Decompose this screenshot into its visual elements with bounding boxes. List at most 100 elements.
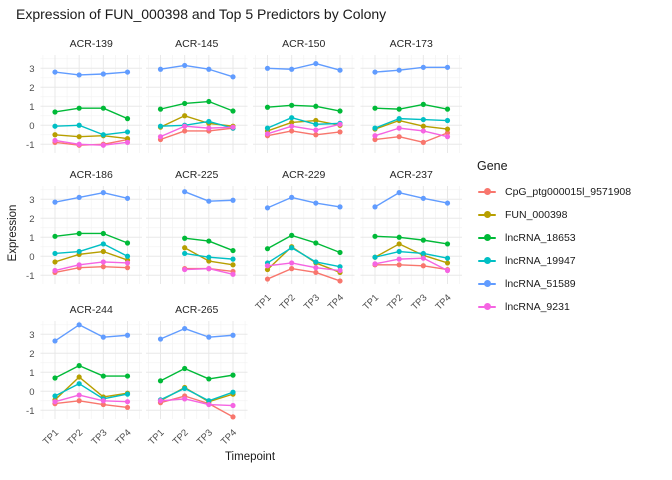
data-point xyxy=(289,266,295,272)
series-lncRNA_9231 xyxy=(182,266,236,277)
series-line xyxy=(54,364,129,379)
series-lncRNA_19947 xyxy=(264,245,343,270)
facet-strip-label: ACR-237 xyxy=(390,169,433,181)
y-tick-label: 3 xyxy=(29,64,34,75)
data-point xyxy=(182,189,188,195)
data-point xyxy=(100,230,106,237)
data-point xyxy=(289,245,295,251)
series-lncRNA_9231 xyxy=(157,123,236,140)
legend-label: lncRNA_18653 xyxy=(505,231,576,244)
data-point xyxy=(182,128,188,134)
data-point xyxy=(396,67,402,73)
legend-item-CpG_ptg000015l_9571908: CpG_ptg000015l_9571908 xyxy=(477,185,631,198)
data-point xyxy=(100,241,106,247)
series-lncRNA_9231 xyxy=(52,137,131,148)
series-FUN_000398 xyxy=(182,245,236,268)
facet-strip-label: ACR-145 xyxy=(175,38,218,50)
data-point xyxy=(182,385,188,392)
facet-strip-label: ACR-186 xyxy=(70,169,113,181)
data-point xyxy=(264,266,271,273)
data-point xyxy=(289,102,295,108)
data-point xyxy=(182,62,188,69)
data-point xyxy=(289,123,295,129)
data-point xyxy=(124,399,131,405)
data-point xyxy=(372,133,378,139)
legend-items: CpG_ptg000015l_9571908 FUN_000398 lncRNA_1… xyxy=(477,185,631,313)
data-point xyxy=(420,101,426,107)
series-lncRNA_18653 xyxy=(264,102,343,114)
data-point xyxy=(182,250,188,257)
facet-panel-ACR-229: ACR-229 TP1 TP2 TP3 TP4 xyxy=(253,169,355,312)
data-point xyxy=(337,249,343,256)
data-point xyxy=(289,260,295,266)
y-tick-label: 2 xyxy=(29,83,34,94)
data-point xyxy=(182,266,188,273)
series-line xyxy=(159,127,234,141)
data-point xyxy=(124,391,131,397)
data-point xyxy=(420,123,426,129)
legend-key-icon xyxy=(477,254,497,267)
series-lncRNA_19947 xyxy=(52,381,131,402)
data-point xyxy=(52,267,58,274)
series-line xyxy=(54,107,129,120)
legend-label: lncRNA_9231 xyxy=(505,300,570,313)
data-point xyxy=(313,132,319,138)
series-lncRNA_19947 xyxy=(372,116,451,131)
series-lncRNA_51589 xyxy=(157,62,236,80)
data-point xyxy=(230,271,236,277)
series-lncRNA_18653 xyxy=(264,232,343,256)
series-lncRNA_18653 xyxy=(52,230,131,246)
series-lncRNA_51589 xyxy=(372,64,451,75)
data-point xyxy=(444,130,451,136)
series-line xyxy=(54,250,129,263)
series-lncRNA_9231 xyxy=(52,392,131,405)
data-point xyxy=(52,259,58,265)
data-point xyxy=(76,230,82,237)
data-point xyxy=(124,129,131,135)
data-point xyxy=(289,115,295,121)
y-tick-label: 0 xyxy=(29,387,34,398)
data-point xyxy=(444,260,451,266)
data-point xyxy=(444,117,451,124)
data-point xyxy=(100,334,106,340)
series-line xyxy=(374,127,449,138)
data-point xyxy=(230,262,236,268)
data-point xyxy=(124,404,131,411)
y-tick-label: 0 xyxy=(29,252,34,263)
series-lncRNA_51589 xyxy=(372,190,451,210)
data-point xyxy=(337,278,343,284)
data-point xyxy=(76,248,82,255)
series-line xyxy=(374,243,449,264)
data-point xyxy=(230,372,236,378)
data-point xyxy=(337,108,343,114)
x-tick-label: TP4 xyxy=(219,427,239,447)
data-point xyxy=(289,66,295,72)
series-line xyxy=(374,264,449,271)
data-point xyxy=(230,108,236,114)
data-point xyxy=(372,69,378,75)
series-line xyxy=(266,247,341,268)
series-lncRNA_51589 xyxy=(52,190,131,205)
data-point xyxy=(230,124,236,130)
data-point xyxy=(52,233,58,239)
data-point xyxy=(313,200,319,206)
series-lncRNA_9231 xyxy=(372,255,451,274)
series-line xyxy=(266,104,341,112)
series-lncRNA_9231 xyxy=(372,125,451,140)
data-point xyxy=(372,125,378,131)
series-lncRNA_19947 xyxy=(372,248,451,261)
data-point xyxy=(52,199,58,205)
data-point xyxy=(230,402,236,409)
data-point xyxy=(182,325,188,332)
data-point xyxy=(313,117,319,124)
legend-item-lncRNA_51589: lncRNA_51589 xyxy=(477,277,631,290)
series-line xyxy=(54,394,129,403)
y-tick-label: 0 xyxy=(29,121,34,132)
facet-strip-label: ACR-265 xyxy=(175,304,218,316)
data-point xyxy=(100,132,106,138)
data-point xyxy=(313,240,319,246)
data-point xyxy=(76,72,82,78)
series-line xyxy=(266,116,341,129)
series-line xyxy=(159,120,234,129)
series-line xyxy=(374,117,449,129)
